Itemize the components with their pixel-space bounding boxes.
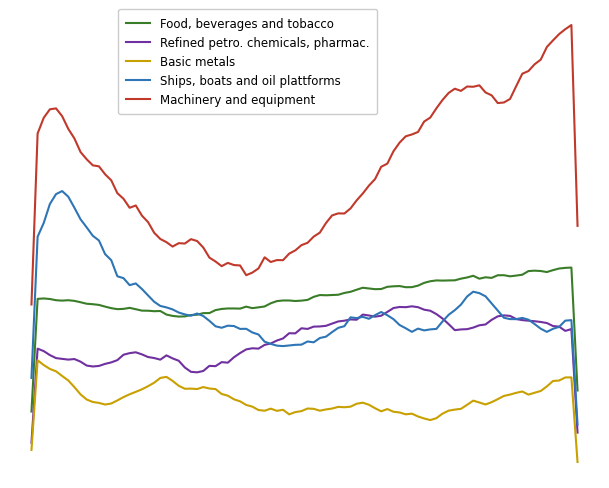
Machinery and equipment <box>408 132 415 138</box>
Food, beverages and tobacco <box>494 273 501 279</box>
Machinery and equipment <box>482 90 489 96</box>
Refined petro. chemicals, pharmac. <box>28 440 35 446</box>
Refined petro. chemicals, pharmac. <box>488 317 495 323</box>
Food, beverages and tobacco <box>194 312 201 318</box>
Basic metals <box>200 385 207 390</box>
Machinery and equipment <box>102 172 109 178</box>
Food, beverages and tobacco <box>28 409 35 415</box>
Ships, boats and oil plattforms <box>488 301 495 307</box>
Food, beverages and tobacco <box>568 265 575 271</box>
Line: Basic metals: Basic metals <box>32 361 577 462</box>
Legend: Food, beverages and tobacco, Refined petro. chemicals, pharmac., Basic metals, S: Food, beverages and tobacco, Refined pet… <box>118 10 377 115</box>
Ships, boats and oil plattforms <box>574 422 581 427</box>
Refined petro. chemicals, pharmac. <box>102 361 109 367</box>
Basic metals <box>500 393 507 399</box>
Food, beverages and tobacco <box>408 285 415 290</box>
Basic metals <box>34 358 41 364</box>
Line: Ships, boats and oil plattforms: Ships, boats and oil plattforms <box>32 192 577 425</box>
Machinery and equipment <box>574 224 581 229</box>
Ships, boats and oil plattforms <box>200 313 207 319</box>
Food, beverages and tobacco <box>549 268 557 274</box>
Machinery and equipment <box>194 239 201 244</box>
Ships, boats and oil plattforms <box>555 324 563 330</box>
Machinery and equipment <box>494 101 501 107</box>
Ships, boats and oil plattforms <box>108 258 115 264</box>
Basic metals <box>28 447 35 453</box>
Food, beverages and tobacco <box>482 275 489 281</box>
Basic metals <box>488 400 495 406</box>
Food, beverages and tobacco <box>574 388 581 394</box>
Ships, boats and oil plattforms <box>58 189 66 195</box>
Line: Refined petro. chemicals, pharmac.: Refined petro. chemicals, pharmac. <box>32 306 577 443</box>
Food, beverages and tobacco <box>102 304 109 310</box>
Basic metals <box>574 459 581 465</box>
Refined petro. chemicals, pharmac. <box>194 369 201 375</box>
Machinery and equipment <box>28 302 35 308</box>
Refined petro. chemicals, pharmac. <box>414 305 421 310</box>
Line: Food, beverages and tobacco: Food, beverages and tobacco <box>32 268 577 412</box>
Basic metals <box>414 414 421 420</box>
Machinery and equipment <box>549 39 557 44</box>
Ships, boats and oil plattforms <box>500 315 507 321</box>
Machinery and equipment <box>568 23 575 29</box>
Refined petro. chemicals, pharmac. <box>500 313 507 319</box>
Line: Machinery and equipment: Machinery and equipment <box>32 26 577 305</box>
Ships, boats and oil plattforms <box>414 326 421 332</box>
Refined petro. chemicals, pharmac. <box>555 324 563 330</box>
Refined petro. chemicals, pharmac. <box>574 430 581 436</box>
Ships, boats and oil plattforms <box>28 375 35 381</box>
Refined petro. chemicals, pharmac. <box>408 304 415 309</box>
Basic metals <box>108 401 115 407</box>
Basic metals <box>555 378 563 384</box>
